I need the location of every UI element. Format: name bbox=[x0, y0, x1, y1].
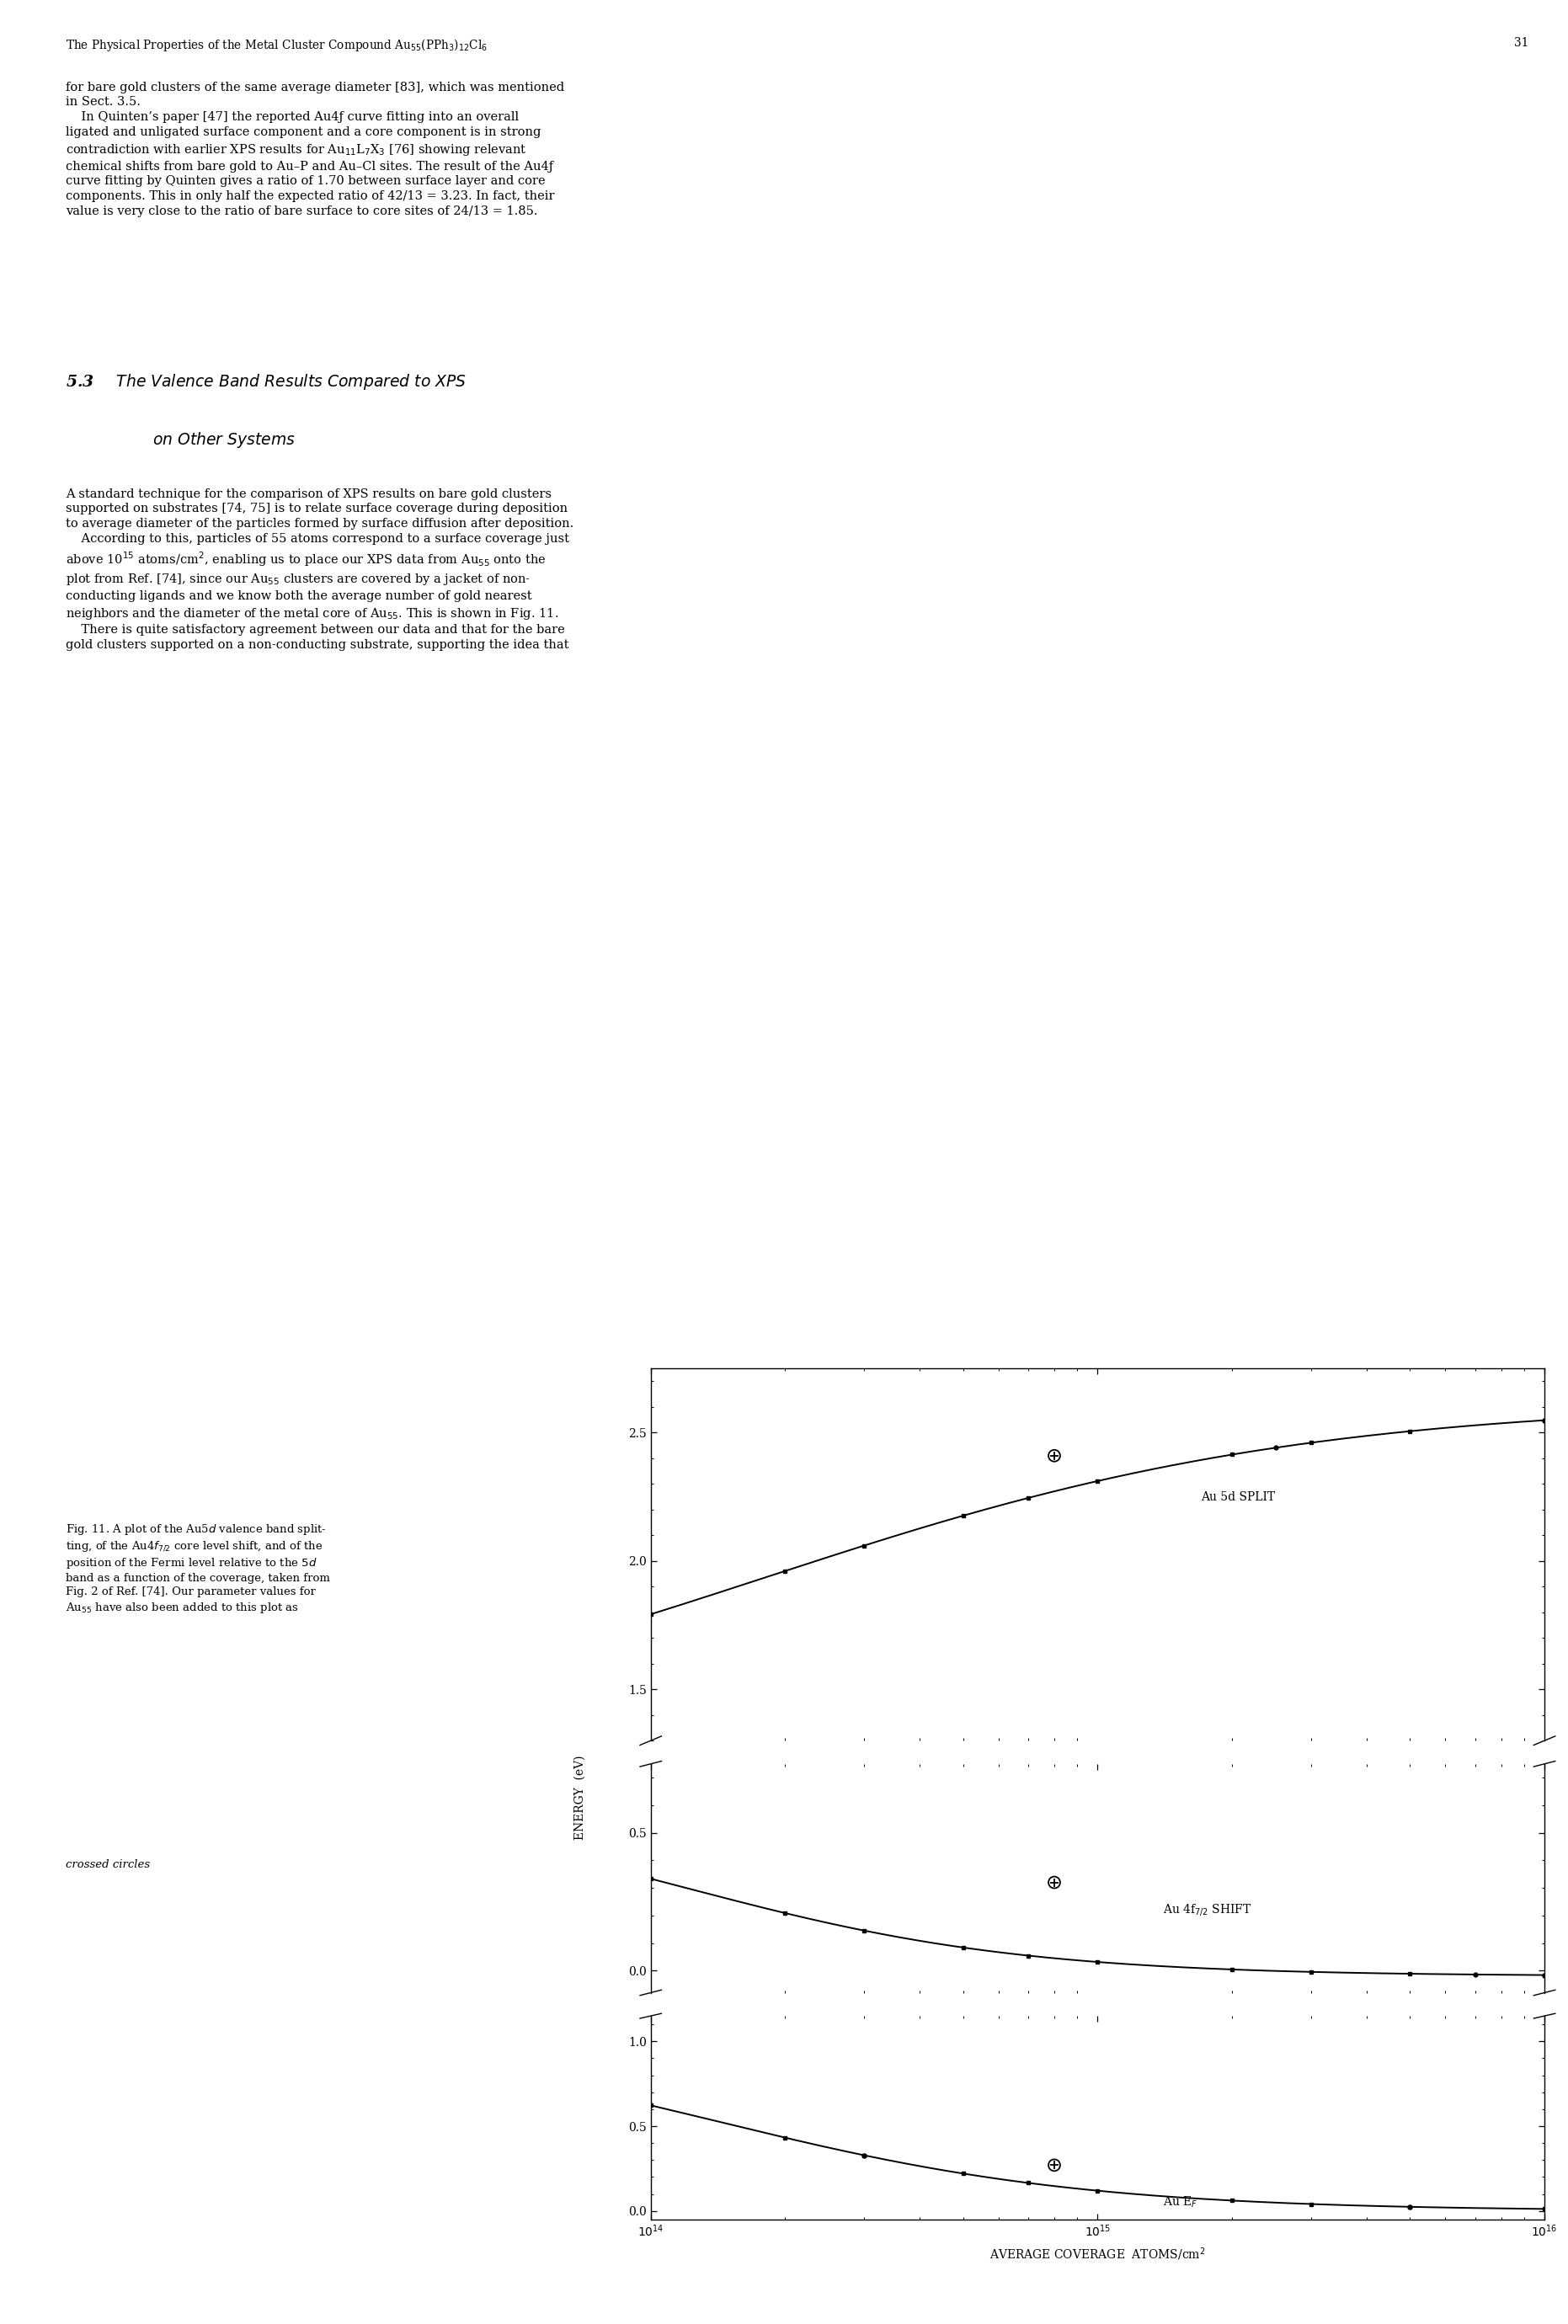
Text: $\mathit{on\ Other\ Systems}$: $\mathit{on\ Other\ Systems}$ bbox=[152, 430, 295, 449]
Point bbox=[1041, 1436, 1066, 1473]
Text: Au 5d SPLIT: Au 5d SPLIT bbox=[1201, 1492, 1275, 1504]
Point bbox=[1041, 2147, 1066, 2185]
Text: crossed circles: crossed circles bbox=[66, 1859, 151, 1871]
Text: Au E$_F$: Au E$_F$ bbox=[1163, 2196, 1198, 2210]
X-axis label: AVERAGE COVERAGE  ATOMS/cm$^2$: AVERAGE COVERAGE ATOMS/cm$^2$ bbox=[989, 2247, 1206, 2264]
Text: 31: 31 bbox=[1515, 37, 1529, 49]
Text: Fig. 11. A plot of the Au5$d$ valence band split-
ting, of the Au4$f_{7/2}$ core: Fig. 11. A plot of the Au5$d$ valence ba… bbox=[66, 1522, 331, 1615]
Text: 5.3     $\mathit{The\ Valence\ Band\ Results\ Compared\ to\ XPS}$: 5.3 $\mathit{The\ Valence\ Band\ Results… bbox=[66, 372, 467, 390]
Text: for bare gold clusters of the same average diameter [83], which was mentioned
in: for bare gold clusters of the same avera… bbox=[66, 81, 564, 218]
Point bbox=[1041, 1864, 1066, 1901]
Text: Au 4f$_{7/2}$ SHIFT: Au 4f$_{7/2}$ SHIFT bbox=[1163, 1903, 1251, 1917]
Text: ENERGY  (eV): ENERGY (eV) bbox=[574, 1755, 586, 1841]
Text: The Physical Properties of the Metal Cluster Compound Au$_{55}$(PPh$_3$)$_{12}$C: The Physical Properties of the Metal Clu… bbox=[66, 37, 488, 53]
Text: A standard technique for the comparison of XPS results on bare gold clusters
sup: A standard technique for the comparison … bbox=[66, 488, 574, 651]
